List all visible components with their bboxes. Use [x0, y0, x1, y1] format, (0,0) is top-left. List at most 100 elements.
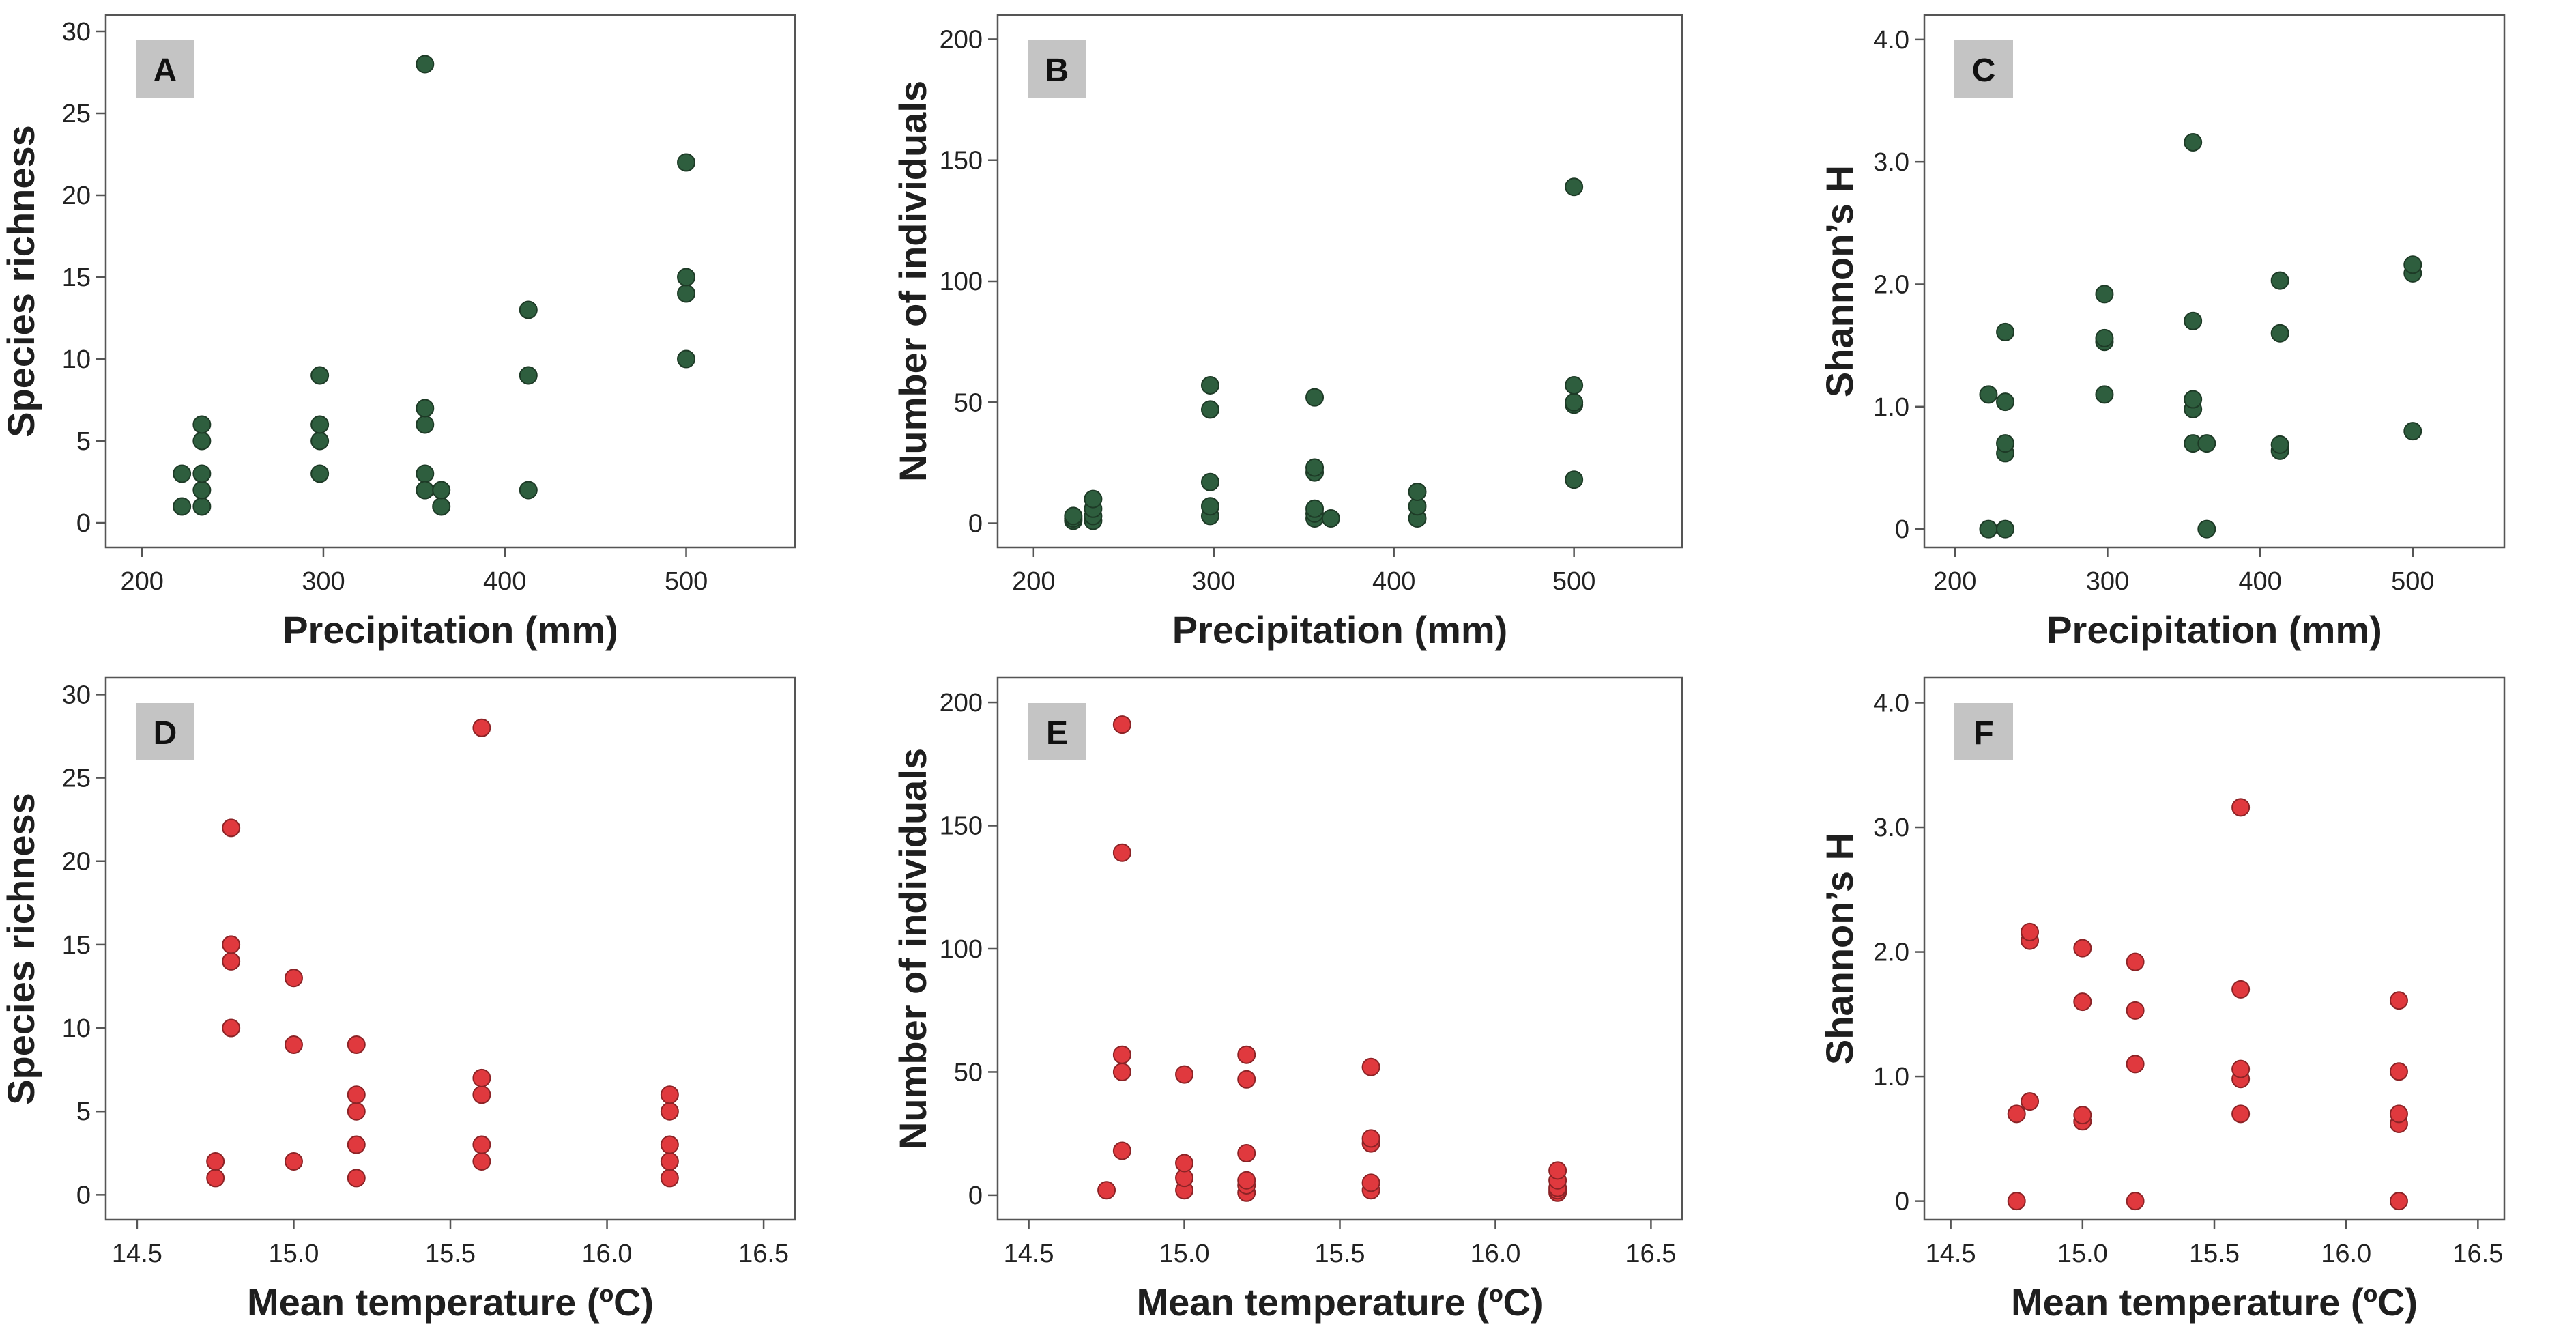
data-point [192, 431, 212, 451]
data-point [1200, 375, 1219, 395]
x-tick-label: 15.0 [2057, 1240, 2108, 1268]
y-tick-label: 0 [76, 1181, 91, 1210]
plot-frame [1923, 14, 2506, 549]
data-point [1979, 385, 1998, 404]
data-point [2007, 1192, 2026, 1211]
data-point [660, 1135, 679, 1154]
data-point [2126, 1001, 2145, 1020]
data-point [310, 366, 330, 385]
data-point [432, 497, 451, 516]
y-tick-label: 200 [940, 25, 983, 54]
x-tick-label: 16.5 [1625, 1240, 1676, 1268]
y-tick-label: 5 [76, 427, 91, 456]
y-tick-label: 100 [940, 935, 983, 964]
data-point [192, 464, 212, 483]
y-tick-label: 50 [954, 1058, 983, 1087]
data-point [1361, 1173, 1380, 1192]
y-tick-label: 10 [62, 1014, 91, 1043]
data-point [347, 1135, 366, 1154]
y-tick-label: 4.0 [1873, 689, 1909, 718]
panel-label-badge [1028, 40, 1086, 98]
panel-label: D [154, 715, 177, 752]
x-axis-title: Mean temperature (ºC) [247, 1281, 654, 1324]
data-point [2073, 939, 2092, 958]
data-point [660, 1085, 679, 1104]
data-point [472, 1068, 491, 1087]
data-point [2389, 991, 2408, 1010]
data-point [1996, 322, 2015, 341]
data-point [677, 153, 696, 172]
x-tick-label: 16.0 [582, 1240, 633, 1268]
data-point [310, 431, 330, 451]
x-tick-label: 200 [1933, 567, 1976, 596]
data-point [1175, 1154, 1194, 1173]
data-point [2184, 390, 2203, 409]
data-point [2095, 285, 2114, 304]
y-tick-label: 25 [62, 764, 91, 793]
panel-label-badge [136, 40, 194, 98]
y-axis-title: Species richness [0, 125, 42, 438]
panel-a: 0 5 10 15 20 25 30 200 300 400 500 Precipitation (m… [0, 14, 796, 651]
data-point [2403, 422, 2422, 441]
y-tick-label: 20 [62, 182, 91, 210]
x-tick-label: 300 [1192, 567, 1235, 596]
y-tick-label: 30 [62, 18, 91, 46]
data-point [1979, 519, 1998, 539]
data-point [2270, 435, 2289, 454]
data-point [2231, 1059, 2251, 1078]
data-point [472, 1085, 491, 1104]
data-point [1200, 400, 1219, 419]
data-point [2231, 798, 2251, 817]
data-point [1237, 1070, 1256, 1089]
x-tick-label: 15.0 [268, 1240, 319, 1268]
data-point [432, 481, 451, 500]
y-tick-label: 5 [76, 1098, 91, 1126]
data-point [347, 1035, 366, 1054]
panel-label: F [1973, 715, 1993, 752]
x-tick-label: 400 [483, 567, 526, 596]
data-point [2126, 1055, 2145, 1074]
data-point [310, 464, 330, 483]
data-point [2389, 1104, 2408, 1124]
y-tick-label: 50 [954, 388, 983, 417]
x-tick-label: 200 [1012, 567, 1055, 596]
panel-b: 0 50 100 150 200 200 300 400 500 Precipitation (m… [891, 14, 1683, 651]
data-point [2021, 922, 2040, 941]
x-tick-label: 16.0 [2321, 1240, 2371, 1268]
y-tick-label: 3.0 [1873, 814, 1909, 842]
data-point [347, 1102, 366, 1121]
data-point [1097, 1181, 1116, 1200]
data-point [1565, 375, 1584, 395]
data-point [347, 1085, 366, 1104]
data-point [2270, 324, 2289, 343]
y-tick-label: 4.0 [1873, 26, 1909, 55]
x-tick-label: 16.5 [738, 1240, 789, 1268]
data-point [2021, 1092, 2040, 1111]
data-point [1064, 506, 1083, 526]
panel-label-badge [1954, 703, 2013, 760]
data-point [284, 969, 303, 988]
data-point [1112, 715, 1131, 734]
data-point [1361, 1129, 1380, 1148]
data-point [222, 1018, 241, 1038]
y-axis-title: Shannon’s H [1818, 833, 1861, 1065]
y-tick-label: 25 [62, 100, 91, 128]
data-point [1361, 1057, 1380, 1076]
data-point [1321, 509, 1340, 528]
x-tick-label: 15.5 [2189, 1240, 2240, 1268]
data-point [192, 415, 212, 434]
data-point [1305, 458, 1325, 477]
data-point [1112, 1045, 1131, 1064]
x-tick-label: 15.5 [425, 1240, 476, 1268]
x-tick-label: 16.0 [1470, 1240, 1520, 1268]
x-axis-title: Mean temperature (ºC) [1136, 1281, 1543, 1324]
data-point [1548, 1161, 1567, 1180]
panel-label: C [1972, 53, 1996, 89]
y-axis-title: Shannon’s H [1818, 165, 1861, 397]
y-axis-title: Number of individuals [891, 81, 934, 482]
y-tick-label: 150 [940, 147, 983, 175]
panel-label: B [1045, 53, 1069, 89]
data-point [677, 268, 696, 287]
data-point [1408, 482, 1427, 501]
